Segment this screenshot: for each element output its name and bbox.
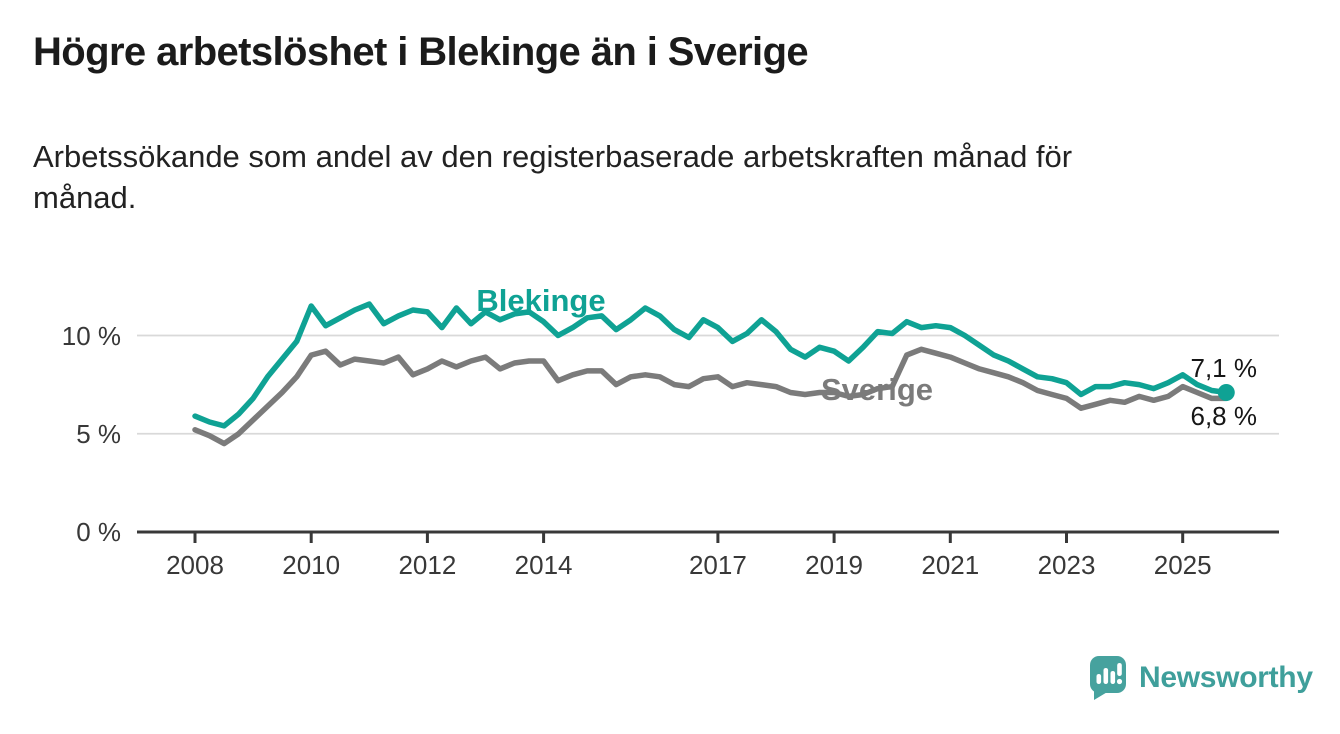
x-tick-label-2021: 2021 (921, 550, 979, 580)
y-tick-label-5: 5 % (76, 419, 121, 449)
end-value-label-blekinge: 7,1 % (1191, 353, 1258, 383)
unemployment-line-chart: 2008 2010 2012 2014 2017 2019 2021 2023 2025 10 … (62, 283, 1279, 580)
x-tick-label-2008: 2008 (166, 550, 224, 580)
chart-subtitle: Arbetssökande som andel av den registerb… (33, 136, 1072, 218)
series-label-blekinge: Blekinge (476, 283, 605, 318)
newsworthy-brand: Newsworthy (1088, 653, 1313, 703)
x-tick-label-2023: 2023 (1038, 550, 1096, 580)
y-tick-label-0: 0 % (76, 517, 121, 547)
x-tick-label-2019: 2019 (805, 550, 863, 580)
x-tick-label-2014: 2014 (515, 550, 573, 580)
subtitle-line-1: Arbetssökande som andel av den registerb… (33, 139, 1073, 174)
series-label-sverige: Sverige (821, 372, 933, 407)
page-title: Högre arbetslöshet i Blekinge än i Sveri… (33, 30, 809, 74)
brand-name: Newsworthy (1139, 661, 1313, 694)
line-blekinge (192, 301, 1230, 429)
subtitle-line-2: månad. (33, 180, 137, 215)
y-tick-label-10: 10 % (62, 321, 121, 351)
bar-chart-speech-bubble-icon (1090, 656, 1126, 700)
end-value-label-sverige: 6,8 % (1191, 401, 1258, 431)
line-sverige (192, 346, 1230, 447)
x-tick-label-2012: 2012 (398, 550, 456, 580)
end-dot-blekinge (1217, 383, 1235, 401)
x-tick-label-2010: 2010 (282, 550, 340, 580)
x-tick-label-2017: 2017 (689, 550, 747, 580)
x-tick-label-2025: 2025 (1154, 550, 1212, 580)
